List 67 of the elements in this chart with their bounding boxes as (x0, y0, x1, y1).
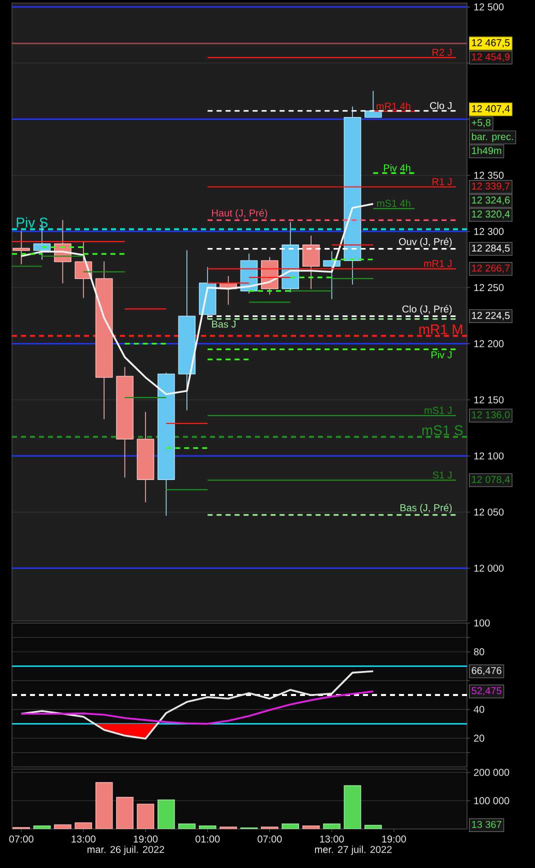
series-label: Piv J (431, 351, 452, 358)
annotation: 12 467,5 (472, 39, 510, 48)
annotation: 12 224,5 (472, 312, 510, 320)
y-tick-label: 20 (474, 734, 484, 742)
y-tick-label: 100 (474, 619, 490, 627)
y-tick-label: 12 100 (474, 452, 504, 460)
series-label: mS1 J (424, 406, 452, 414)
line-series (20, 670, 374, 740)
y-tick-label: 12 000 (474, 564, 504, 572)
series-label: mS1 4h (377, 200, 410, 207)
candlestick (158, 372, 175, 516)
ref-line-label: Piv S (16, 217, 48, 228)
annotation: 66,476 (472, 667, 502, 676)
series-label: Bas J (212, 320, 236, 328)
y-tick-label: 200 000 (474, 768, 510, 776)
candlestick (178, 250, 196, 410)
x-tick-label: 07:00 (258, 836, 282, 843)
series-label: Piv 4h (384, 164, 410, 172)
candlestick (136, 412, 154, 502)
text: 12 324,6 (472, 196, 510, 205)
y-tick-label: 12 200 (474, 340, 504, 348)
candlestick (302, 236, 320, 290)
x-tick-label: 07:00 (9, 836, 34, 843)
series-label: Haut (J, Pré) (212, 209, 268, 219)
candlestick (95, 261, 113, 420)
x-tick-label: 13:00 (320, 836, 344, 843)
annotation: 52,475 (472, 687, 502, 696)
annotation: 12 136,0 (472, 411, 510, 420)
series-label: R2 J (432, 48, 452, 56)
text: bar. prec. (472, 132, 513, 142)
x-tick-label: 13:00 (72, 836, 96, 843)
annotation: 12 266,7 (472, 264, 510, 273)
x-tick-label: 19:00 (134, 836, 158, 843)
text: mer. 27 juil. 2022 (315, 846, 392, 855)
series-label: R1 J (432, 178, 452, 186)
y-tick-label: 12 050 (474, 508, 504, 516)
y-tick-label: 12 150 (474, 396, 504, 404)
series-label: Ouv (J, Pré) (399, 238, 452, 248)
annotation: 12 454,9 (472, 53, 510, 62)
x-tick-label: 19:00 (382, 836, 406, 843)
y-tick-label: 80 (474, 648, 484, 656)
y-tick-label: 12 250 (474, 284, 504, 292)
series-label: S1 J (432, 471, 452, 479)
x-tick-label: 01:00 (196, 836, 220, 843)
annotation: 12 078,4 (472, 476, 510, 484)
series-label: mR1 J (424, 260, 452, 268)
series-label: mR1 4h (376, 102, 410, 110)
ref-line-label: mS1 S (422, 425, 463, 436)
annotation: 12 339,7 (472, 182, 510, 191)
series-label: Clo (J, Pré) (402, 305, 452, 315)
series-label: Clo J (430, 102, 452, 110)
candlestick (116, 366, 134, 478)
y-tick-label: 40 (474, 706, 484, 713)
text: 12 320,4 (472, 210, 510, 219)
text: mar. 26 juil. 2022 (88, 846, 164, 855)
y-tick-label: 100 000 (474, 797, 510, 804)
text: 1h49m (472, 146, 502, 154)
candlestick (344, 106, 362, 285)
text: +5,8 (472, 119, 491, 128)
ref-line-label: mR1 M (419, 324, 462, 334)
series-label: Bas (J, Pré) (400, 504, 452, 514)
y-tick-label: 12 300 (474, 228, 504, 235)
annotation: 12 407,4 (472, 105, 510, 114)
annotation: 12 284,5 (472, 244, 510, 253)
y-tick-label: 12 350 (474, 172, 504, 179)
y-tick-label: 12 500 (474, 3, 504, 10)
annotation: 13 367 (472, 820, 502, 828)
